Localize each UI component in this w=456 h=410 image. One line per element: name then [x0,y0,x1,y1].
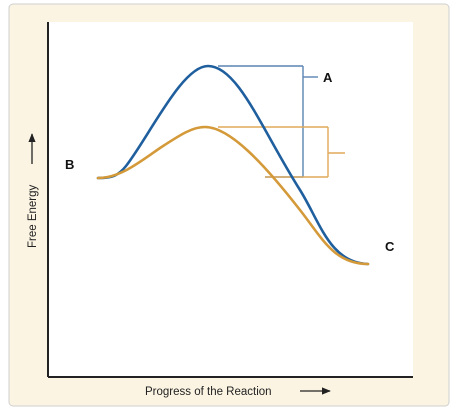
label-a: A [323,70,333,85]
bracket-activation-energy-catalyzed [218,126,345,178]
uncatalyzed-reaction-curve [96,64,370,266]
y-axis-label: Free Energy [27,184,39,248]
label-c: C [385,239,395,254]
label-b: B [65,157,74,172]
plot-area [48,22,413,377]
x-axis-label: Progress of the Reaction [145,386,272,398]
catalyzed-reaction-curve [96,125,370,266]
